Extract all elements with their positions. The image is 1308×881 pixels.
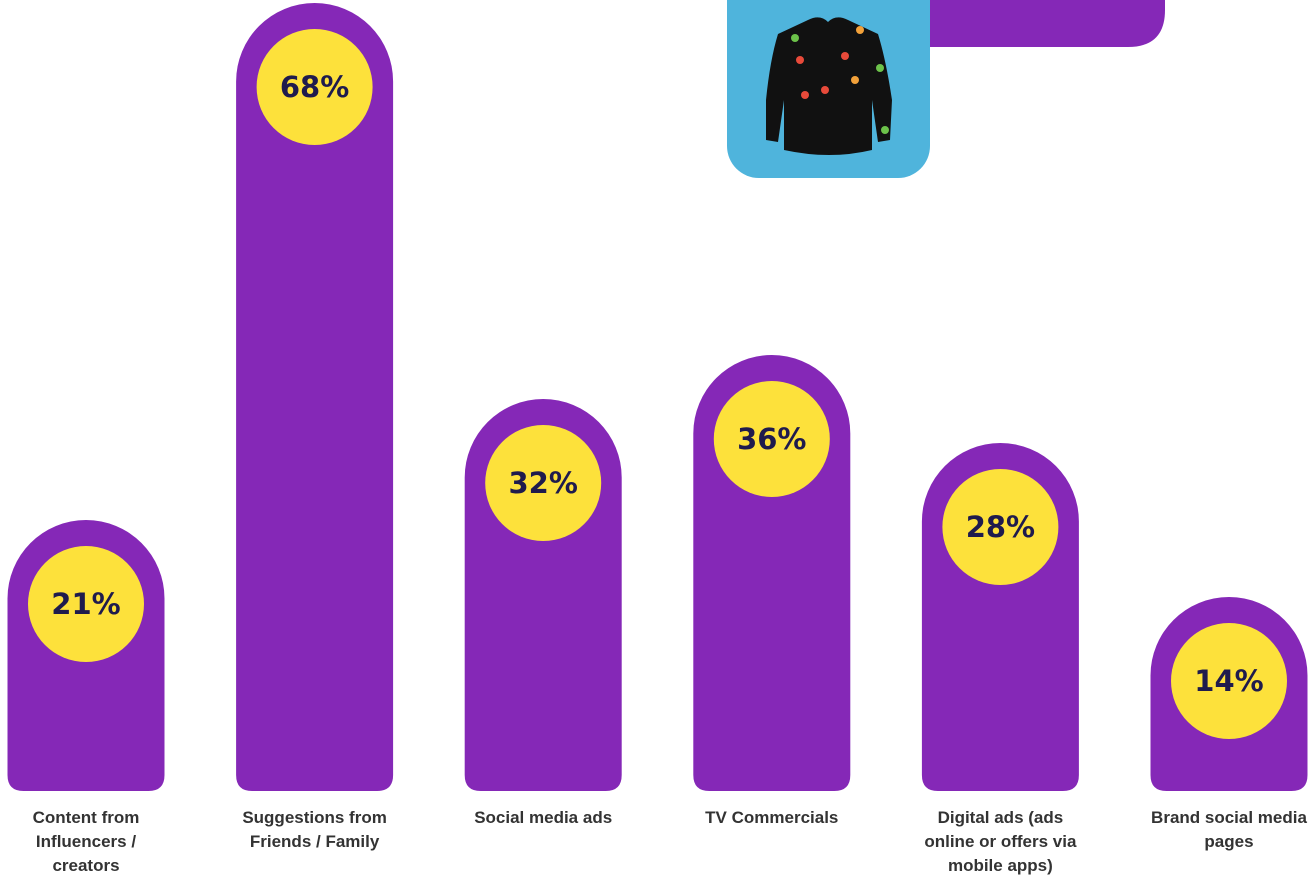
decoration bbox=[727, 0, 1165, 178]
category-label: Social media ads bbox=[474, 808, 613, 827]
category-label: Suggestions from Friends / Family bbox=[242, 808, 387, 851]
category-label: TV Commercials bbox=[705, 808, 839, 827]
value-badge bbox=[485, 425, 602, 541]
value-badge bbox=[942, 469, 1059, 585]
value-label: 68% bbox=[280, 70, 349, 104]
category-label: Digital ads (ads online or offers via mo… bbox=[924, 808, 1077, 875]
category-label: Content from Influencers / creators bbox=[32, 808, 140, 875]
value-badge bbox=[28, 546, 144, 662]
bar bbox=[236, 3, 394, 792]
value-badge bbox=[1171, 623, 1287, 739]
value-badge bbox=[713, 381, 830, 497]
value-label: 28% bbox=[966, 510, 1035, 544]
value-label: 32% bbox=[508, 466, 577, 500]
value-label: 21% bbox=[51, 587, 120, 621]
value-label: 14% bbox=[1194, 664, 1263, 698]
value-label: 36% bbox=[737, 422, 806, 456]
value-badge bbox=[256, 29, 373, 145]
category-label: Brand social media pages bbox=[1151, 808, 1307, 851]
